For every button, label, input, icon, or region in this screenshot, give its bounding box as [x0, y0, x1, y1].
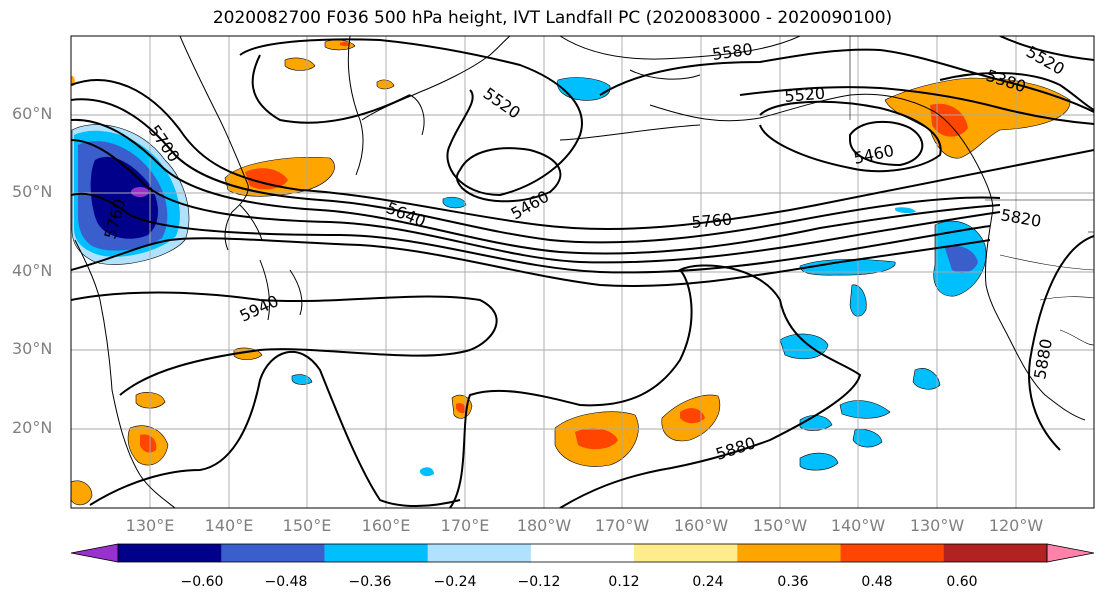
lon-label: 150°W	[752, 516, 808, 535]
colorbar-tick-label: 0.36	[777, 574, 809, 590]
colorbar-extend-low	[70, 543, 119, 563]
colorbar-segment	[118, 544, 222, 562]
positive-anomaly-region	[140, 434, 157, 453]
contour-line	[71, 139, 1001, 264]
contour-line	[71, 237, 991, 287]
colorbar-segment	[324, 544, 429, 562]
negative-anomaly-region	[131, 187, 149, 197]
lat-label: 20°N	[12, 418, 53, 437]
colorbar-segment	[840, 544, 945, 562]
positive-anomaly-region	[284, 57, 316, 71]
colorbar-segment	[530, 544, 635, 562]
negative-anomaly-region	[852, 429, 883, 448]
colorbar-segment	[634, 544, 738, 562]
colorbar-tick-label: −0.24	[433, 574, 477, 590]
negative-anomaly-region	[90, 156, 159, 239]
colorbar-tick-label: −0.60	[180, 574, 224, 590]
negative-anomaly-region	[799, 452, 839, 471]
colorbar	[70, 543, 1095, 563]
contour-line	[759, 100, 942, 173]
contour-line	[71, 79, 1094, 230]
negative-anomaly-region	[839, 400, 891, 419]
lon-label: 180°W	[516, 516, 572, 535]
contour-label: 5520	[784, 84, 826, 106]
contour-line	[239, 38, 583, 197]
contour-line	[999, 36, 1094, 61]
colorbar-tick-label: 0.12	[608, 574, 640, 590]
contour-line	[89, 350, 461, 507]
contour-line	[939, 72, 1094, 111]
lat-label: 40°N	[12, 261, 53, 280]
lon-label: 150°E	[282, 516, 332, 535]
positive-anomaly-region	[71, 480, 93, 506]
colorbar-tick-label: −0.36	[348, 574, 392, 590]
height-contours	[71, 36, 1094, 508]
colorbar-segment	[943, 544, 1048, 562]
positive-anomaly-region	[135, 392, 166, 409]
ivt-negative-shading	[71, 77, 987, 477]
contour-line	[1028, 235, 1094, 451]
lon-label: 120°W	[988, 516, 1044, 535]
lon-label: 140°E	[204, 516, 254, 535]
positive-anomaly-region	[340, 41, 350, 47]
negative-anomaly-region	[945, 245, 978, 273]
positive-anomaly-region	[575, 428, 618, 450]
map-frame	[70, 35, 1095, 509]
lon-label: 160°W	[673, 516, 729, 535]
contour-line	[71, 98, 1001, 244]
positive-anomaly-region	[376, 79, 395, 90]
graticule	[71, 36, 1094, 508]
contour-line	[449, 264, 862, 508]
contour-line	[849, 120, 924, 167]
colorbar-border	[117, 543, 1048, 563]
lon-label: 130°E	[125, 516, 175, 535]
lon-label: 140°W	[830, 516, 886, 535]
contour-line	[599, 48, 1094, 113]
map-title: 2020082700 F036 500 hPa height, IVT Land…	[212, 8, 893, 28]
negative-anomaly-region	[557, 77, 611, 101]
colorbar-tick-label: 0.24	[692, 574, 724, 590]
positive-anomaly-region	[245, 168, 288, 190]
contour-line	[71, 291, 498, 396]
positive-anomaly-region	[930, 103, 968, 137]
negative-anomaly-region	[779, 333, 829, 360]
lon-label: 160°E	[361, 516, 411, 535]
lon-label: 170°W	[594, 516, 650, 535]
colorbar-tick-label: 0.60	[946, 574, 978, 590]
colorbar-tick-label: 0.48	[861, 574, 893, 590]
lat-label: 60°N	[12, 104, 53, 123]
negative-anomaly-region	[799, 259, 896, 276]
lat-label: 50°N	[12, 182, 53, 201]
contour-line	[455, 147, 562, 203]
colorbar-segment	[221, 544, 325, 562]
colorbar-extend-high	[1046, 543, 1095, 563]
lon-label: 130°W	[909, 516, 965, 535]
negative-anomaly-region	[895, 207, 916, 214]
contour-line	[71, 192, 991, 274]
negative-anomaly-region	[912, 368, 941, 390]
contour-label: 5760	[691, 210, 733, 232]
colorbar-segment	[737, 544, 842, 562]
lon-label: 170°E	[440, 516, 490, 535]
ivt-positive-shading	[71, 39, 1071, 506]
colorbar-tick-label: −0.12	[517, 574, 561, 590]
contour-line	[71, 118, 1001, 255]
positive-anomaly-region	[456, 403, 467, 414]
negative-anomaly-region	[442, 196, 467, 209]
colorbar-tick-label: −0.48	[264, 574, 308, 590]
contour-line	[251, 54, 411, 124]
negative-anomaly-region	[420, 467, 434, 477]
contour-line	[739, 86, 1094, 125]
lat-label: 30°N	[12, 339, 53, 358]
positive-anomaly-region	[680, 408, 705, 424]
colorbar-segment	[427, 544, 532, 562]
